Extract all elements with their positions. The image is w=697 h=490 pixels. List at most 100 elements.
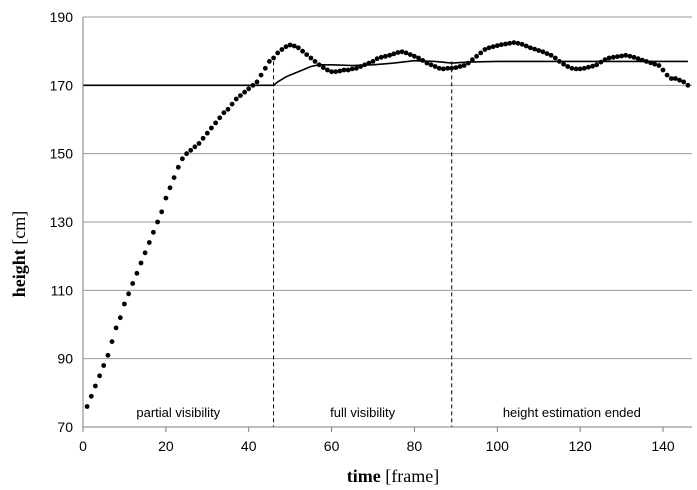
data-point <box>391 51 397 57</box>
data-point <box>142 250 148 256</box>
data-point <box>325 67 330 73</box>
data-point <box>192 144 198 150</box>
data-point <box>333 69 339 75</box>
data-point <box>370 59 376 64</box>
data-point <box>163 195 169 201</box>
y-tick-label: 110 <box>51 282 74 298</box>
data-point <box>457 64 463 69</box>
data-point <box>262 65 268 71</box>
data-point <box>151 229 156 235</box>
data-point <box>615 54 620 59</box>
data-point <box>246 86 252 92</box>
data-point <box>171 175 177 181</box>
data-point <box>565 64 571 69</box>
data-point <box>374 56 380 62</box>
region-labels: partial visibility full visibility height … <box>136 405 641 420</box>
data-point <box>631 54 637 60</box>
data-point <box>354 65 359 71</box>
data-point <box>146 240 152 245</box>
x-tick-label: 120 <box>568 438 592 454</box>
data-point <box>117 315 123 321</box>
x-tick-label: 0 <box>79 438 87 454</box>
data-point <box>213 120 219 126</box>
data-point <box>557 59 562 64</box>
data-point <box>507 40 513 46</box>
data-point <box>358 64 363 69</box>
x-tick-label: 60 <box>324 438 340 454</box>
data-point <box>283 44 289 50</box>
data-point <box>590 63 595 69</box>
data-point <box>573 66 579 72</box>
data-point <box>267 59 272 64</box>
data-point <box>122 301 127 307</box>
data-point <box>581 65 587 71</box>
data-point <box>134 270 140 276</box>
y-tick-label: 90 <box>57 351 73 367</box>
data-point <box>316 62 322 68</box>
data-point <box>341 67 347 73</box>
data-point <box>486 45 492 51</box>
data-point <box>349 66 355 72</box>
data-point <box>544 51 550 56</box>
data-point <box>552 55 558 61</box>
data-point <box>229 101 235 107</box>
x-tick-label: 20 <box>158 438 174 454</box>
data-point <box>586 64 591 70</box>
data-point <box>88 393 94 399</box>
data-point <box>515 40 521 46</box>
data-point <box>308 55 314 61</box>
data-point <box>424 60 430 66</box>
data-point <box>383 53 388 59</box>
data-point <box>287 42 293 48</box>
data-point <box>598 59 604 65</box>
data-point <box>470 57 475 63</box>
data-point <box>97 373 102 379</box>
data-point <box>233 96 239 102</box>
data-point <box>602 57 608 63</box>
data-point <box>639 57 645 63</box>
data-point <box>366 60 372 66</box>
data-point <box>577 66 583 72</box>
data-point <box>387 52 392 58</box>
data-point <box>499 42 504 48</box>
data-point <box>312 59 318 64</box>
x-tick-labels: 0 20 40 60 80 100 120 140 <box>79 438 675 454</box>
data-point <box>101 363 107 368</box>
x-tick-label: 140 <box>651 438 675 454</box>
data-point <box>180 156 185 162</box>
y-tick-label: 130 <box>50 214 74 230</box>
data-point <box>345 67 351 73</box>
data-point <box>395 50 401 55</box>
data-point <box>412 53 417 59</box>
data-point <box>494 43 500 49</box>
data-point <box>196 141 202 146</box>
data-point <box>242 89 248 95</box>
data-point <box>519 41 525 47</box>
data-point <box>652 61 658 67</box>
y-tick-label: 190 <box>50 9 74 25</box>
data-point <box>105 352 111 358</box>
data-point <box>300 48 305 54</box>
data-point <box>279 47 285 52</box>
data-point <box>536 48 542 53</box>
measured-dots-series <box>84 40 691 409</box>
y-tick-label: 150 <box>50 146 74 162</box>
data-point <box>167 185 173 191</box>
data-point <box>296 45 301 51</box>
data-point <box>275 50 281 56</box>
data-point <box>606 55 612 61</box>
data-point <box>490 44 496 50</box>
data-point <box>623 52 629 58</box>
data-point <box>337 68 343 74</box>
data-point <box>540 49 546 55</box>
data-point <box>416 55 421 61</box>
data-point <box>184 151 190 157</box>
data-point <box>656 63 662 68</box>
data-point <box>465 60 471 66</box>
data-point <box>511 40 517 45</box>
data-point <box>478 50 484 56</box>
region-label: height estimation ended <box>503 405 641 420</box>
x-tick-label: 80 <box>407 438 423 454</box>
y-tick-label: 70 <box>57 419 73 435</box>
data-point <box>685 82 691 88</box>
